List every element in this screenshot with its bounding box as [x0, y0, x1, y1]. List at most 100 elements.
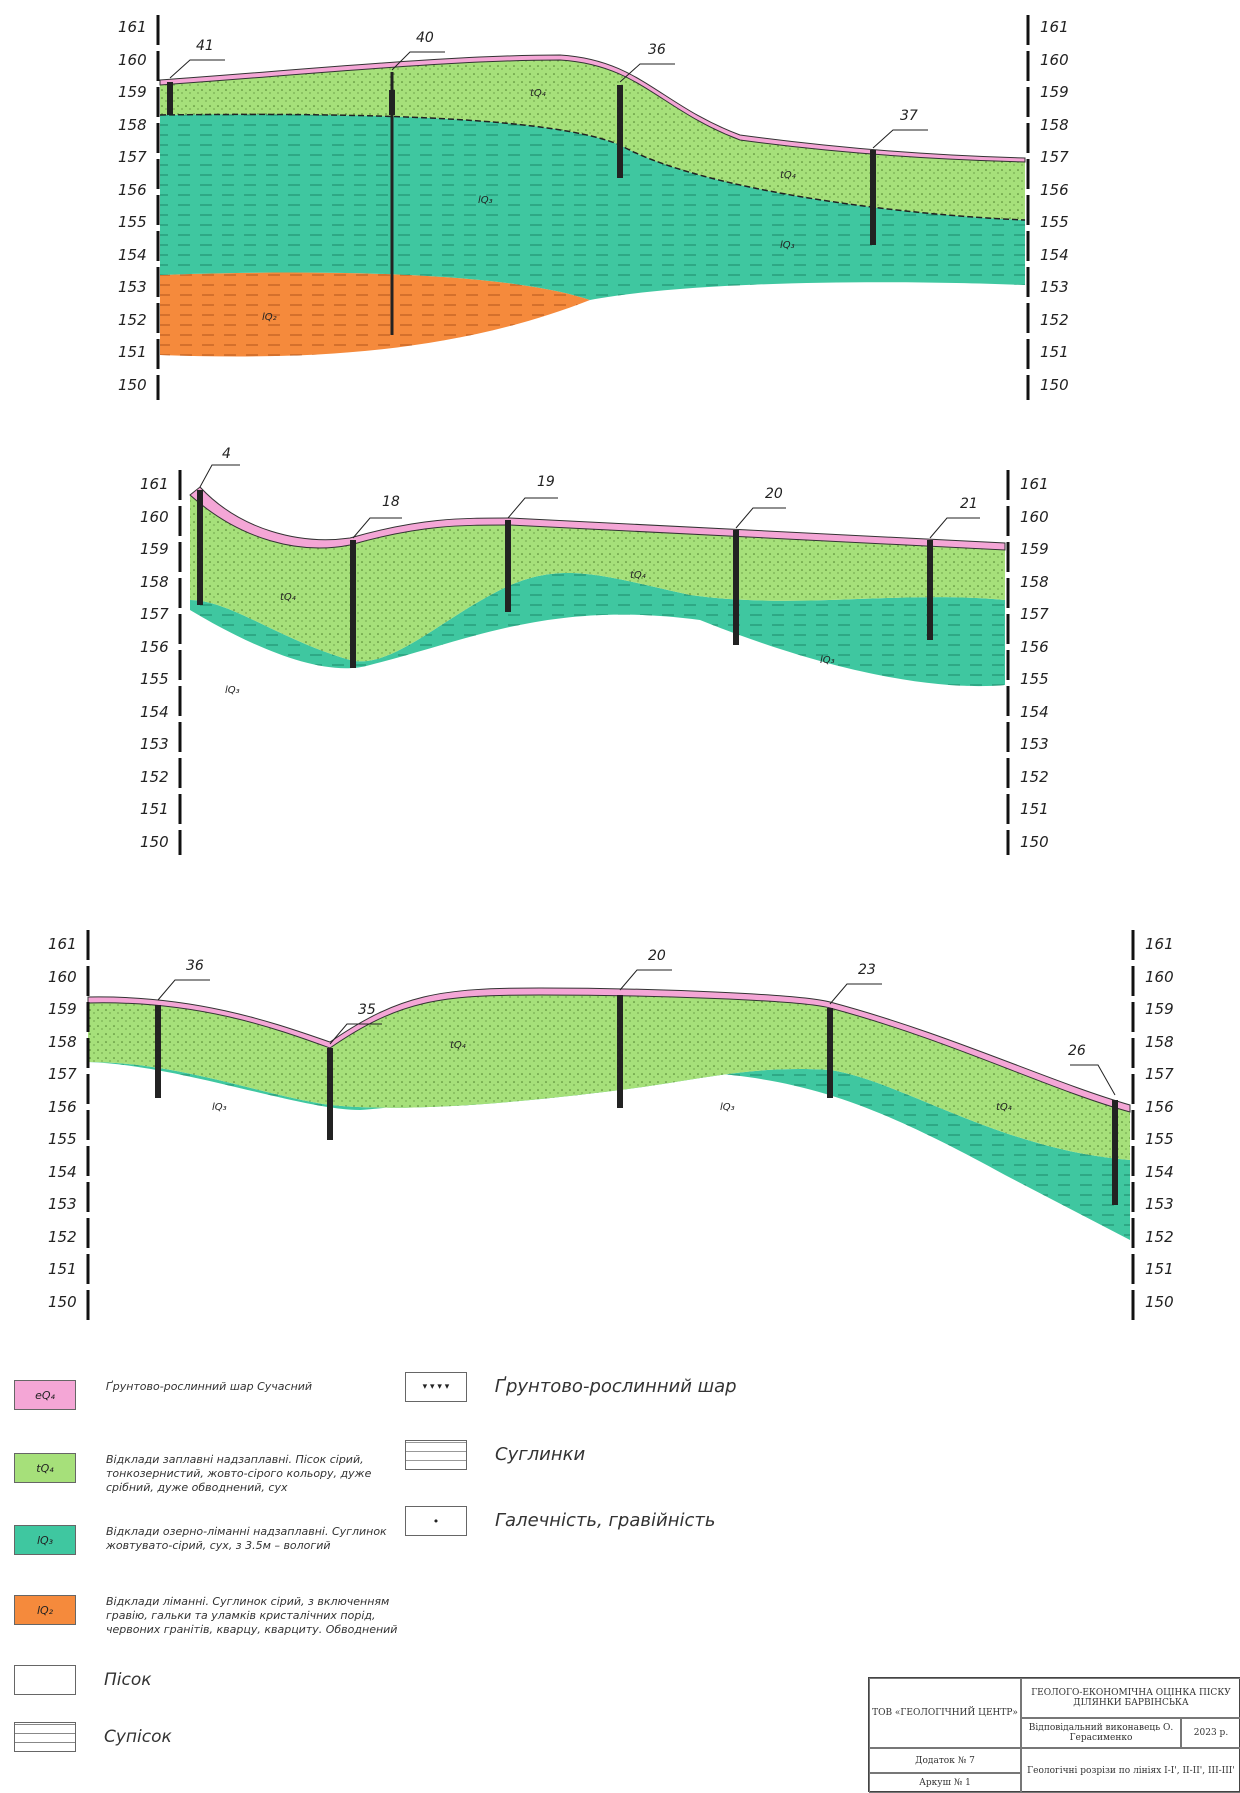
- legend-text: Ґрунтово-рослинний шар: [495, 1376, 737, 1397]
- scale-label: 161: [1040, 18, 1069, 36]
- legend-swatch: lQ₃: [14, 1525, 76, 1555]
- scale-label: 158: [1020, 572, 1049, 591]
- scale-label: 161: [1020, 475, 1049, 493]
- layer-eq4: [87, 987, 1131, 1113]
- scale-label: 155: [140, 670, 169, 688]
- layer-label: lQ₃: [820, 655, 835, 666]
- scale-label: 161: [48, 935, 77, 953]
- scale-label: 150: [1020, 832, 1049, 851]
- scale-label: 154: [118, 245, 147, 264]
- legend-item: Пісок: [14, 1665, 152, 1695]
- scale-label: 152: [1040, 310, 1069, 329]
- scale-label: 154: [1020, 702, 1049, 721]
- scale-label: 151: [118, 343, 147, 361]
- scale-label: 160: [1020, 507, 1049, 526]
- section-1-scale-left: 161 160 159 158 157 156 155 154 153 152 …: [118, 18, 154, 408]
- layer-label: tQ₄: [996, 1102, 1012, 1113]
- legend-text: Ґрунтово-рослинний шар Сучасний: [106, 1380, 313, 1393]
- layer-label: tQ₄: [450, 1040, 466, 1051]
- legend-swatch: eQ₄: [14, 1380, 76, 1410]
- scale-label: 158: [1145, 1032, 1174, 1051]
- scale-label: 159: [1145, 1000, 1174, 1018]
- legend-text: Відклади озерно-ліманні надзаплавні. Суг…: [106, 1525, 387, 1552]
- scale-label: 158: [118, 115, 147, 134]
- stamp-appendix: Додаток № 7: [869, 1748, 1021, 1773]
- stamp-author: Відповідальний виконавець О. Герасименко: [1021, 1718, 1181, 1748]
- scale-label: 155: [1040, 213, 1069, 231]
- well-label: 21: [960, 496, 978, 512]
- scale-label: 159: [1040, 83, 1069, 101]
- well-label: 23: [858, 962, 876, 978]
- scale-label: 156: [140, 637, 169, 656]
- geologic-section-2: [178, 464, 1010, 855]
- layer-label: lQ₂: [262, 312, 277, 323]
- scale-label: 153: [1020, 735, 1049, 753]
- legend-swatch: lQ₂: [14, 1595, 76, 1625]
- layer-label: lQ₃: [720, 1102, 735, 1113]
- scale-label: 158: [48, 1032, 77, 1051]
- gravel-pattern-swatch: •: [405, 1506, 467, 1536]
- scale-label: 160: [118, 50, 147, 69]
- scale-label: 151: [48, 1260, 77, 1278]
- scale-label: 157: [1020, 605, 1049, 623]
- scale-label: 157: [140, 605, 169, 623]
- layer-label: tQ₄: [280, 592, 296, 603]
- scale-label: 159: [48, 1000, 77, 1018]
- sand-swatch: [14, 1665, 76, 1695]
- scale-label: 155: [48, 1130, 77, 1148]
- legend-text: Суглинки: [495, 1444, 586, 1465]
- layer-label: lQ₃: [212, 1102, 227, 1113]
- scale-label: 150: [1040, 375, 1069, 394]
- legend-item: lQ₂ Відклади ліманні. Суглинок сірий, з …: [14, 1595, 406, 1637]
- scale-label: 150: [1145, 1292, 1174, 1311]
- scale-label: 154: [1040, 245, 1069, 264]
- well-label: 41: [196, 38, 214, 54]
- legend-item: Супісок: [14, 1722, 172, 1752]
- section-2-scale-left: 161 160 159 158 157 156 155 154 153 152 …: [140, 475, 176, 865]
- scale-label: 150: [48, 1292, 77, 1311]
- well-label: 37: [900, 108, 918, 124]
- scale-label: 152: [118, 310, 147, 329]
- scale-label: 150: [118, 375, 147, 394]
- layer-label: tQ₄: [530, 88, 546, 99]
- scale-label: 159: [140, 540, 169, 558]
- well-label: 36: [186, 958, 204, 974]
- layer-label: lQ₃: [780, 240, 795, 251]
- section-3-scale-right: 161 160 159 158 157 156 155 154 153 152 …: [1145, 935, 1181, 1325]
- scale-label: 161: [118, 18, 147, 36]
- well-label: 20: [765, 486, 783, 502]
- title-block: ТОВ «ГЕОЛОГІЧНИЙ ЦЕНТР» ГЕОЛОГО-ЕКОНОМІЧ…: [868, 1677, 1240, 1793]
- scale-label: 154: [48, 1162, 77, 1181]
- scale-label: 156: [48, 1097, 77, 1116]
- legend-text: Пісок: [104, 1670, 152, 1690]
- well-label: 19: [537, 474, 555, 490]
- scale-label: 153: [140, 735, 169, 753]
- scale-label: 156: [1020, 637, 1049, 656]
- scale-label: 150: [140, 832, 169, 851]
- well-label: 26: [1068, 1043, 1086, 1059]
- scale-label: 161: [1145, 935, 1174, 953]
- legend-text: Супісок: [104, 1727, 172, 1747]
- legend-item: • Галечність, гравійність: [405, 1506, 715, 1536]
- scale-label: 154: [140, 702, 169, 721]
- scale-label: 155: [118, 213, 147, 231]
- scale-label: 152: [1020, 767, 1049, 786]
- scale-label: 160: [140, 507, 169, 526]
- scale-label: 157: [118, 148, 147, 166]
- legend-swatch: tQ₄: [14, 1453, 76, 1483]
- legend-item: Суглинки: [405, 1440, 585, 1470]
- stamp-drawing: Геологічні розрізи по лініях I-I', II-II…: [1021, 1748, 1240, 1793]
- legend-item: eQ₄ Ґрунтово-рослинний шар Сучасний: [14, 1380, 406, 1410]
- scale-label: 153: [118, 278, 147, 296]
- layer-label: tQ₄: [780, 170, 796, 181]
- well-label: 18: [382, 494, 400, 510]
- scale-label: 159: [1020, 540, 1049, 558]
- geologic-section-1: [156, 15, 1030, 400]
- legend-text: Відклади ліманні. Суглинок сірий, з вклю…: [106, 1595, 398, 1636]
- scale-label: 158: [140, 572, 169, 591]
- scale-label: 159: [118, 83, 147, 101]
- legend-text: Відклади заплавні надзаплавні. Пісок сір…: [106, 1453, 372, 1494]
- scale-label: 160: [48, 967, 77, 986]
- well-label: 20: [648, 948, 666, 964]
- layer-eq4: [159, 54, 1026, 163]
